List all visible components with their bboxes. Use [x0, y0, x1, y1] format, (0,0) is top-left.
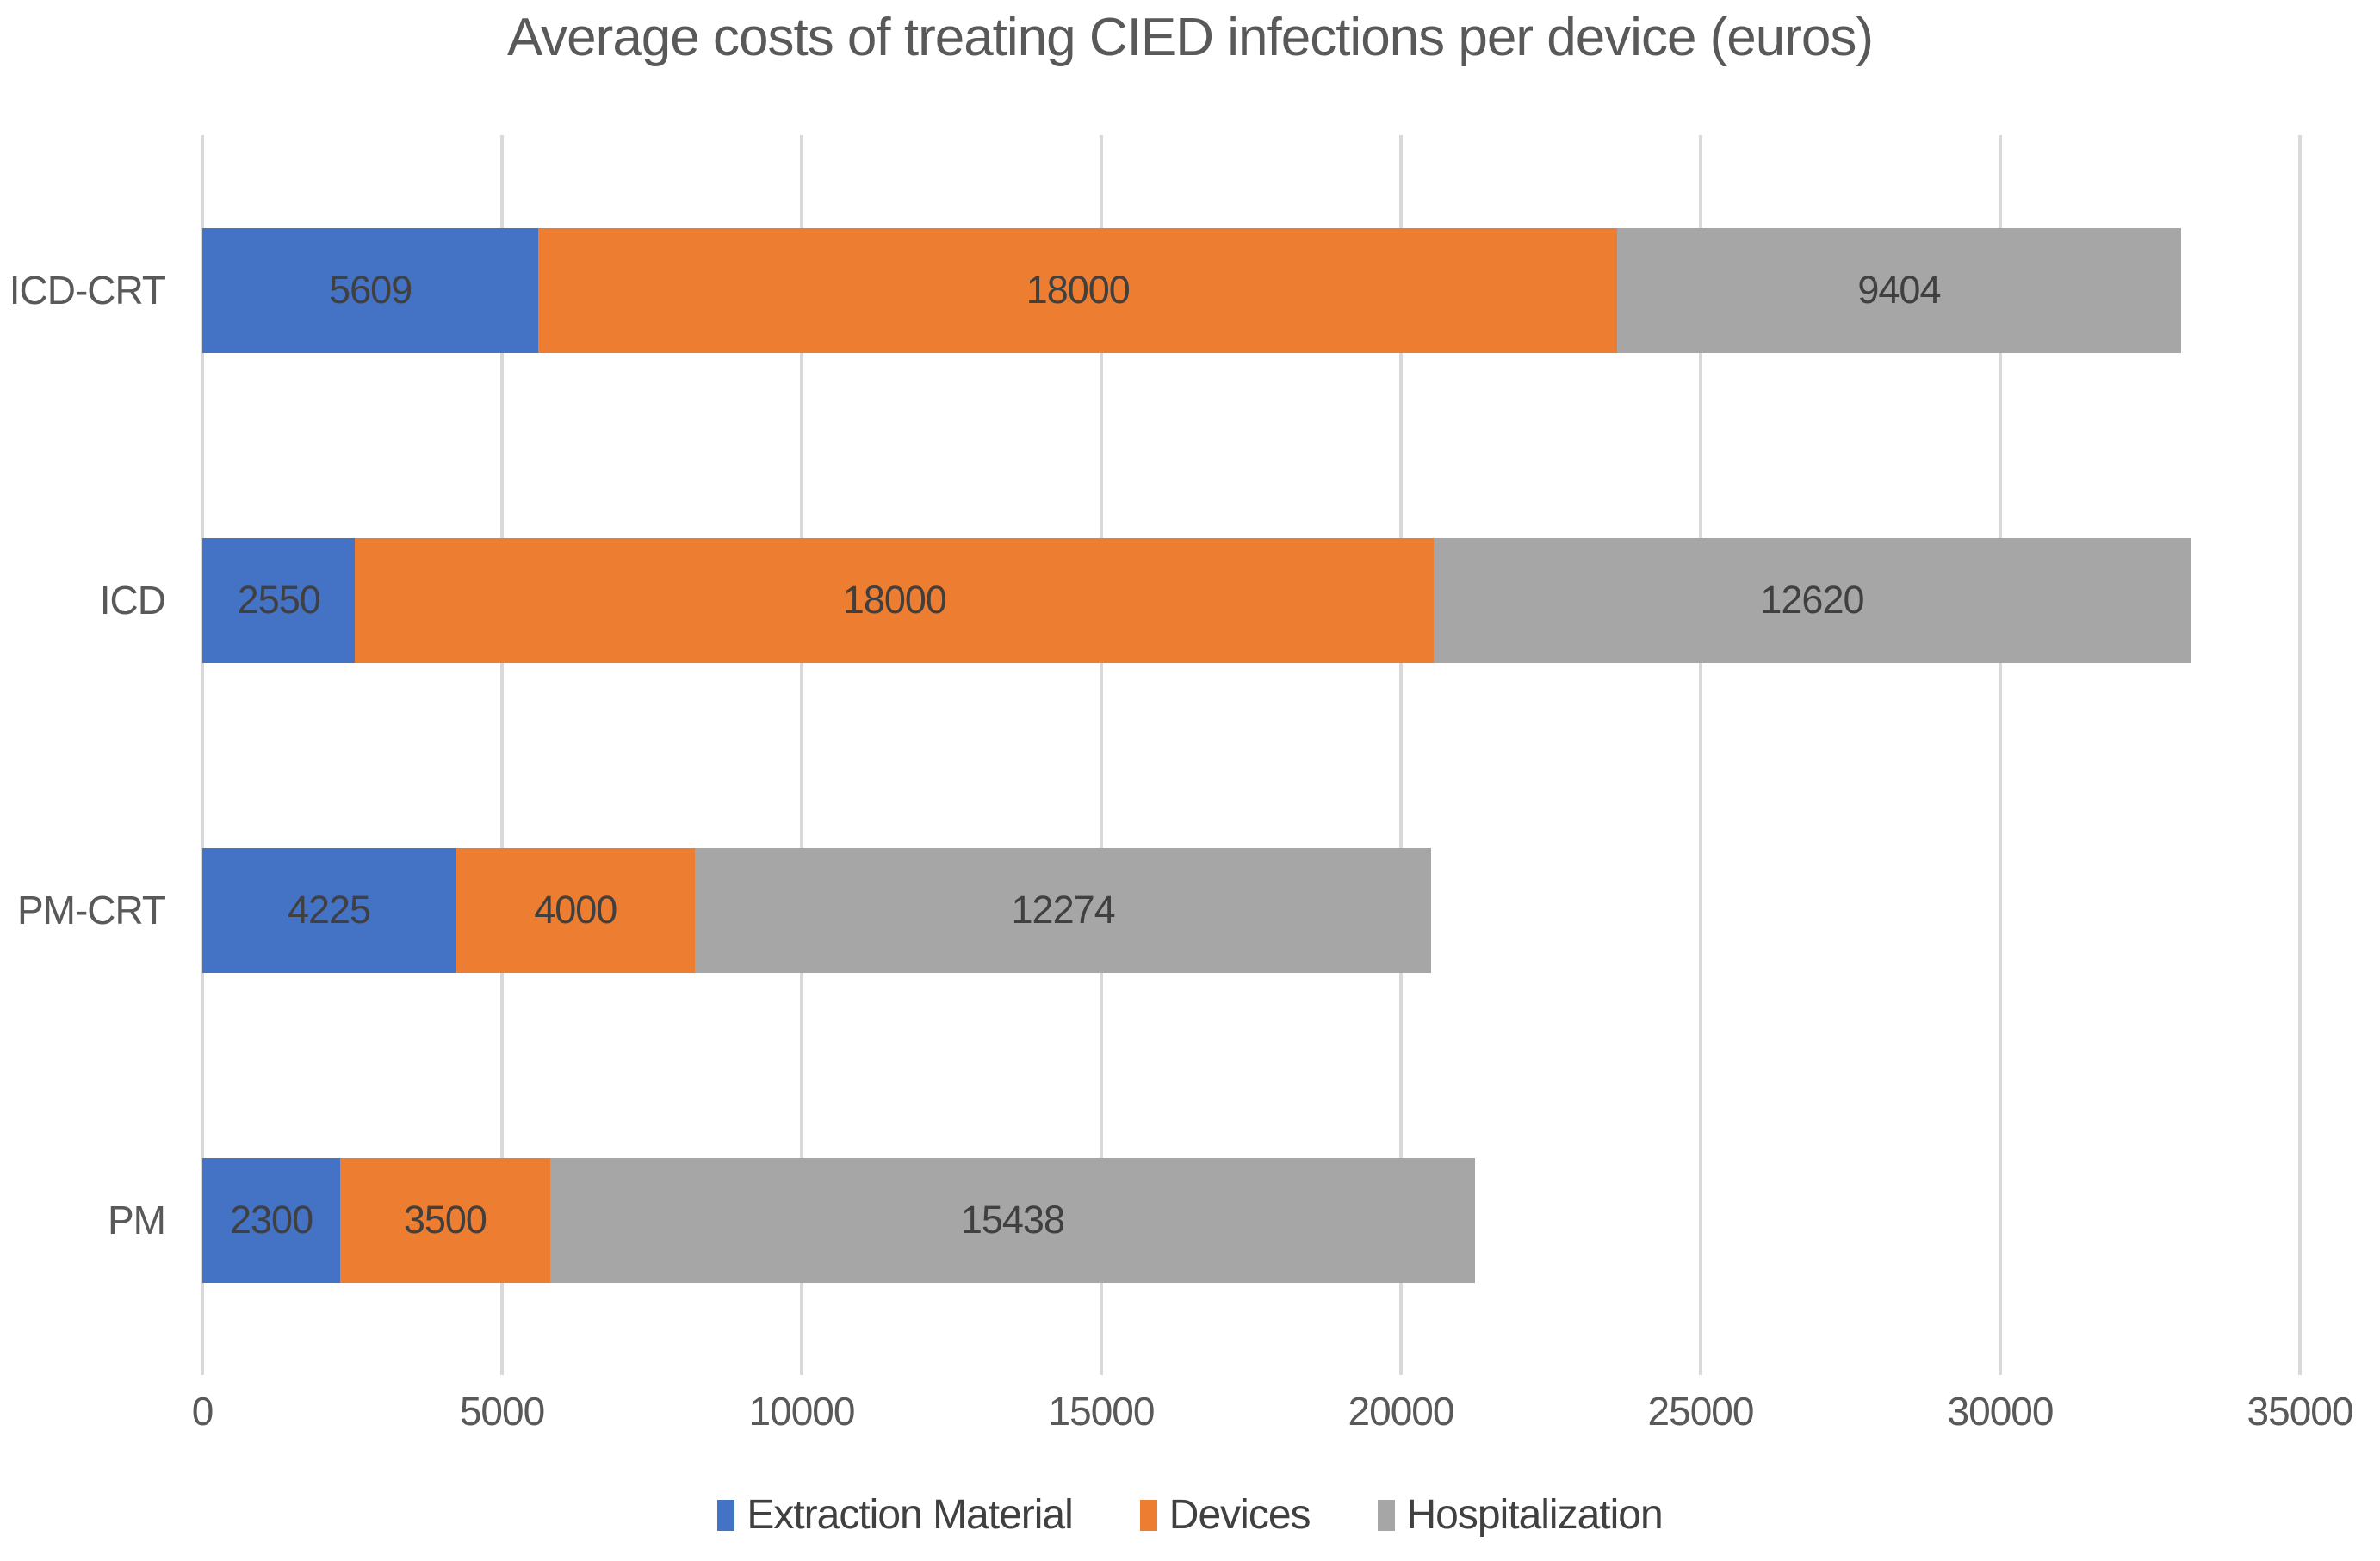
bar-value-label: 18000	[842, 578, 947, 622]
bar-segment-extraction-material: 5609	[202, 227, 539, 353]
x-tick-label: 5000	[459, 1389, 545, 1434]
gridline	[500, 135, 504, 1375]
legend-item-hospitalization: Hospitalization	[1377, 1491, 1664, 1539]
bar-row: 2550 18000 12620	[202, 537, 2300, 663]
bar-segment-hospitalization: 12274	[695, 847, 1431, 973]
bar-segment-devices: 4000	[456, 847, 696, 973]
bar-segment-hospitalization: 12620	[1434, 537, 2191, 663]
x-tick-label: 30000	[1947, 1389, 2055, 1434]
bar-segment-extraction-material: 2300	[202, 1157, 341, 1283]
bar-segment-devices: 18000	[355, 537, 1435, 663]
bar-row: 2300 3500 15438	[202, 1157, 2300, 1283]
chart-title: Average costs of treating CIED infection…	[506, 8, 1874, 67]
bar-segment-hospitalization: 15438	[549, 1157, 1476, 1283]
x-tick-label: 35000	[2247, 1389, 2354, 1434]
x-tick-label: 25000	[1647, 1389, 1755, 1434]
bar-value-label: 5609	[329, 268, 412, 312]
legend-label: Devices	[1168, 1492, 1311, 1538]
gridline	[1399, 135, 1403, 1375]
bar-row: 5609 18000 9404	[202, 227, 2300, 353]
gridline	[800, 135, 803, 1375]
category-label: ICD	[99, 578, 166, 623]
bar-segment-extraction-material: 2550	[202, 537, 356, 663]
x-tick-label: 0	[191, 1389, 214, 1434]
bar-segment-devices: 18000	[538, 227, 1618, 353]
gridline	[1999, 135, 2002, 1375]
bar-value-label: 3500	[403, 1198, 487, 1242]
bar-value-label: 9404	[1857, 268, 1941, 312]
category-label: PM	[108, 1198, 166, 1242]
legend-swatch-icon	[717, 1499, 735, 1531]
bar-value-label: 18000	[1026, 268, 1131, 312]
gridline	[2298, 135, 2302, 1375]
bar-value-label: 2550	[237, 578, 321, 622]
plot-area: 5609 18000 9404 2550 18000 12620 4225 4000 12274…	[201, 135, 2302, 1375]
gridline	[201, 135, 204, 1375]
bar-value-label: 15438	[960, 1198, 1065, 1242]
legend-swatch-icon	[1139, 1499, 1157, 1531]
legend-swatch-icon	[1377, 1499, 1395, 1531]
category-label: PM-CRT	[16, 888, 166, 932]
bar-value-label: 12274	[1011, 888, 1116, 932]
legend: Extraction Material Devices Hospitalizatio…	[0, 1491, 2380, 1539]
x-tick-label: 15000	[1048, 1389, 1156, 1434]
legend-label: Extraction Material	[747, 1492, 1073, 1538]
bar-value-label: 4225	[287, 888, 371, 932]
bar-segment-hospitalization: 9404	[1617, 227, 2181, 353]
legend-item-devices: Devices	[1139, 1491, 1311, 1539]
gridline	[1100, 135, 1103, 1375]
bar-segment-extraction-material: 4225	[202, 847, 456, 973]
bar-value-label: 2300	[229, 1198, 313, 1242]
legend-item-extraction-material: Extraction Material	[717, 1491, 1074, 1539]
bar-value-label: 4000	[534, 888, 617, 932]
bar-row: 4225 4000 12274	[202, 847, 2300, 973]
category-label: ICD-CRT	[9, 268, 166, 313]
legend-label: Hospitalization	[1406, 1492, 1664, 1538]
bar-value-label: 12620	[1760, 578, 1864, 622]
x-tick-label: 20000	[1348, 1389, 1455, 1434]
gridline	[1699, 135, 1702, 1375]
x-tick-label: 10000	[748, 1389, 856, 1434]
bar-segment-devices: 3500	[340, 1157, 550, 1283]
